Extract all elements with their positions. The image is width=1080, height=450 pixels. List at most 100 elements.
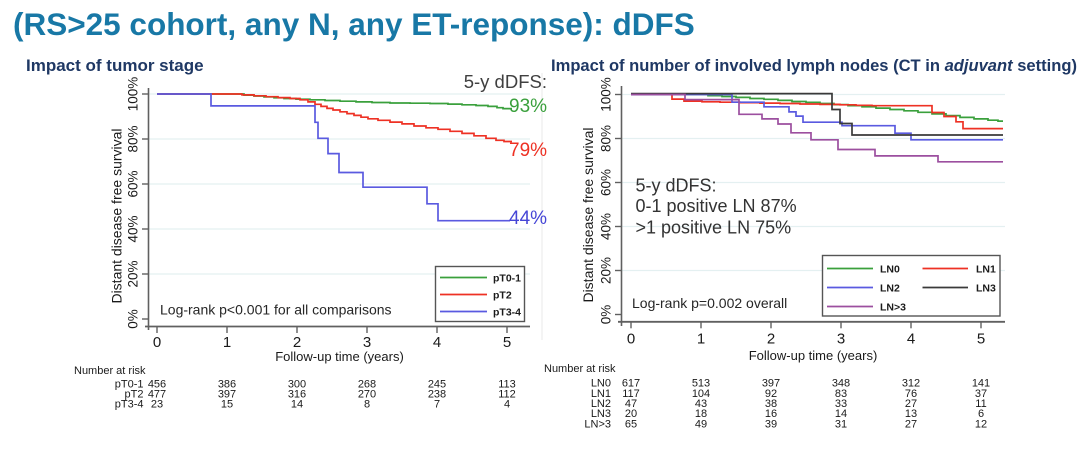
svg-text:104: 104 [692, 388, 710, 400]
svg-text:37: 37 [975, 388, 987, 400]
svg-text:0: 0 [627, 331, 635, 348]
svg-text:7: 7 [434, 399, 440, 411]
svg-text:LN>3: LN>3 [880, 302, 906, 314]
svg-text:316: 316 [288, 389, 306, 401]
svg-text:245: 245 [428, 379, 446, 391]
svg-text:5: 5 [977, 331, 985, 348]
svg-text:113: 113 [498, 379, 516, 391]
svg-text:80%: 80% [599, 125, 614, 152]
svg-text:20%: 20% [126, 260, 141, 287]
svg-text:pT3-4: pT3-4 [115, 399, 144, 411]
svg-text:44%: 44% [509, 208, 547, 229]
svg-text:8: 8 [364, 399, 370, 411]
svg-text:Follow-up time (years): Follow-up time (years) [749, 348, 878, 363]
svg-text:477: 477 [148, 389, 166, 401]
svg-text:11: 11 [975, 398, 986, 410]
svg-text:Impact of tumor stage: Impact of tumor stage [26, 56, 204, 75]
svg-text:Follow-up time (years): Follow-up time (years) [275, 349, 404, 364]
svg-text:(RS>25 cohort, any N, any ET-r: (RS>25 cohort, any N, any ET-reponse): d… [13, 6, 695, 42]
svg-text:1: 1 [223, 334, 231, 351]
svg-text:65: 65 [625, 418, 637, 430]
svg-text:100%: 100% [599, 77, 614, 112]
svg-text:14: 14 [291, 399, 303, 411]
svg-text:LN0: LN0 [591, 378, 611, 390]
svg-text:49: 49 [695, 418, 707, 430]
svg-text:3: 3 [363, 334, 371, 351]
svg-text:pT3-4: pT3-4 [493, 307, 521, 319]
svg-text:60%: 60% [126, 170, 141, 197]
svg-text:0: 0 [153, 334, 161, 351]
svg-text:38: 38 [765, 398, 777, 410]
svg-text:40%: 40% [599, 213, 614, 240]
svg-text:60%: 60% [599, 169, 614, 196]
svg-text:27: 27 [905, 418, 917, 430]
svg-text:33: 33 [835, 398, 847, 410]
svg-text:43: 43 [695, 398, 707, 410]
svg-text:40%: 40% [126, 215, 141, 242]
svg-text:LN1: LN1 [591, 388, 611, 400]
svg-text:Log-rank p<0.001 for all compa: Log-rank p<0.001 for all comparisons [160, 301, 392, 317]
svg-text:617: 617 [622, 378, 640, 390]
svg-text:pT2: pT2 [125, 389, 144, 401]
svg-text:117: 117 [622, 388, 640, 400]
svg-text:5: 5 [503, 334, 511, 351]
svg-text:0%: 0% [126, 309, 141, 329]
svg-text:15: 15 [221, 399, 233, 411]
svg-text:4: 4 [907, 331, 915, 348]
svg-text:238: 238 [428, 389, 446, 401]
svg-text:93%: 93% [509, 96, 547, 117]
svg-text:348: 348 [832, 378, 850, 390]
svg-text:1: 1 [697, 331, 705, 348]
svg-text:2: 2 [293, 334, 301, 351]
svg-text:47: 47 [625, 398, 637, 410]
svg-text:4: 4 [504, 399, 510, 411]
svg-text:pT0-1: pT0-1 [115, 379, 144, 391]
svg-text:270: 270 [358, 389, 376, 401]
svg-text:31: 31 [835, 418, 847, 430]
svg-text:27: 27 [905, 398, 917, 410]
svg-text:23: 23 [151, 399, 163, 411]
svg-text:79%: 79% [509, 140, 547, 161]
svg-text:18: 18 [695, 408, 707, 420]
svg-text:Number at risk: Number at risk [544, 363, 616, 375]
svg-text:20%: 20% [599, 257, 614, 284]
svg-text:141: 141 [972, 378, 990, 390]
svg-text:386: 386 [218, 379, 236, 391]
svg-text:6: 6 [978, 408, 984, 420]
svg-text:83: 83 [835, 388, 847, 400]
svg-text:300: 300 [288, 379, 306, 391]
svg-text:268: 268 [358, 379, 376, 391]
svg-text:pT0-1: pT0-1 [493, 273, 521, 285]
svg-text:Distant disease free survival: Distant disease free survival [580, 127, 596, 302]
svg-text:112: 112 [498, 389, 516, 401]
svg-text:12: 12 [975, 418, 987, 430]
svg-text:5-y dDFS:: 5-y dDFS: [636, 176, 717, 196]
svg-text:92: 92 [765, 388, 777, 400]
svg-text:Impact of number of involved l: Impact of number of involved lymph nodes… [551, 56, 1077, 75]
svg-text:LN1: LN1 [976, 264, 996, 276]
svg-text:4: 4 [433, 334, 441, 351]
svg-text:LN3: LN3 [591, 408, 611, 420]
svg-text:Number at risk: Number at risk [74, 365, 146, 377]
svg-text:513: 513 [692, 378, 710, 390]
svg-text:16: 16 [765, 408, 777, 420]
svg-text:0%: 0% [599, 305, 614, 325]
svg-text:3: 3 [837, 331, 845, 348]
svg-text:LN3: LN3 [976, 283, 996, 295]
svg-text:397: 397 [762, 378, 780, 390]
svg-text:14: 14 [835, 408, 847, 420]
svg-text:80%: 80% [126, 125, 141, 152]
svg-text:LN2: LN2 [880, 283, 900, 295]
svg-text:100%: 100% [126, 77, 141, 112]
svg-text:20: 20 [625, 408, 637, 420]
svg-text:LN2: LN2 [591, 398, 611, 410]
svg-text:LN>3: LN>3 [584, 418, 611, 430]
svg-text:13: 13 [905, 408, 917, 420]
svg-text:0-1 positive LN 87%: 0-1 positive LN 87% [636, 196, 797, 216]
svg-text:Distant disease free survival: Distant disease free survival [109, 128, 125, 303]
svg-text:76: 76 [905, 388, 917, 400]
svg-text:312: 312 [902, 378, 920, 390]
svg-text:LN0: LN0 [880, 264, 900, 276]
svg-text:Log-rank p=0.002 overall: Log-rank p=0.002 overall [632, 295, 787, 311]
svg-text:397: 397 [218, 389, 236, 401]
